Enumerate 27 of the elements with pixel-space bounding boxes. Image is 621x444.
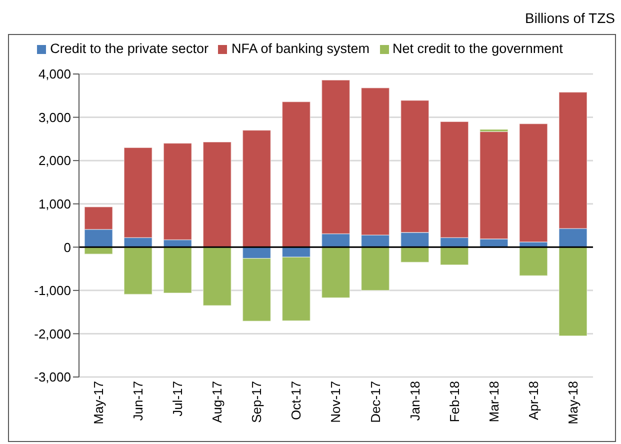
x-tick-label: Jun-17 — [130, 381, 146, 421]
y-tick-label: 4,000 — [38, 66, 71, 82]
x-tick-label: Dec-17 — [368, 381, 383, 423]
y-tick-label: -2,000 — [34, 326, 71, 342]
x-tick-label: Apr-18 — [526, 381, 541, 420]
legend-label: Net credit to the government — [392, 41, 563, 56]
x-tick-label: Jan-18 — [407, 381, 422, 421]
y-tick-label: 3,000 — [38, 110, 71, 125]
bar — [519, 123, 548, 242]
x-tick-label: Mar-18 — [486, 381, 502, 422]
x-tick-label: Jul-17 — [170, 381, 186, 416]
legend-label: NFA of banking system — [231, 41, 370, 56]
x-tick-label: Nov-17 — [328, 381, 344, 423]
y-tick-label: -3,000 — [34, 370, 71, 385]
text: Billions of TZS — [525, 10, 615, 26]
x-tick-label: Sep-17 — [249, 381, 264, 423]
x-tick-label: Aug-17 — [210, 381, 225, 423]
x-tick-label: May-17 — [91, 381, 106, 424]
y-tick-label: 0 — [64, 240, 71, 255]
y-tick-label: -1,000 — [34, 283, 71, 298]
y-tick-label: 1,000 — [38, 196, 71, 212]
x-tick-label: Feb-18 — [446, 381, 462, 422]
legend-label: Credit to the private sector — [50, 41, 208, 56]
x-tick-label: May-18 — [565, 381, 580, 424]
x-tick-label: Oct-17 — [288, 381, 304, 420]
y-tick-label: 2,000 — [38, 153, 71, 168]
bar — [519, 246, 548, 276]
